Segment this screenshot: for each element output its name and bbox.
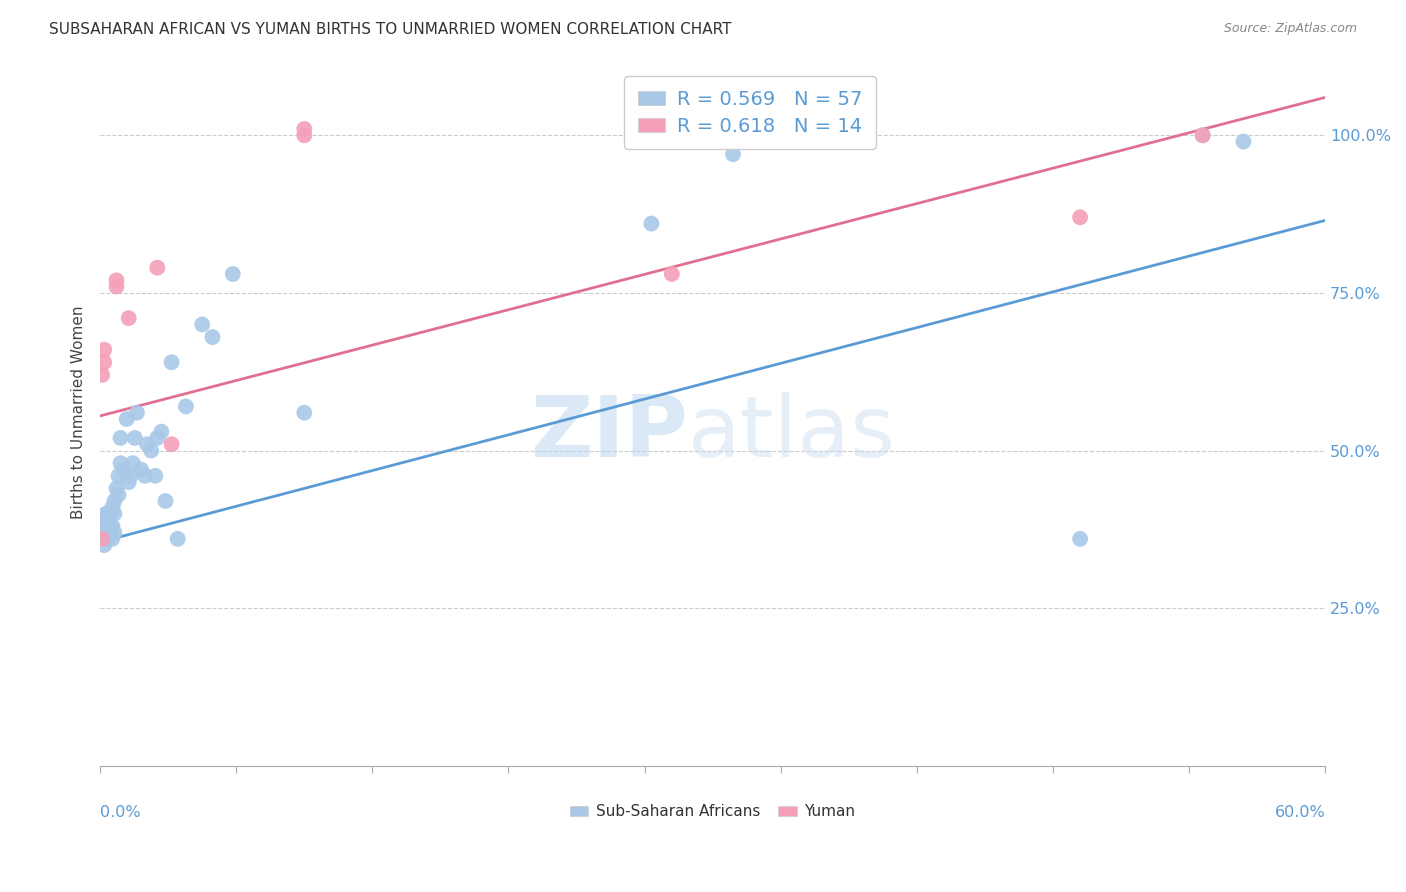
Point bbox=[97, 507, 120, 521]
Point bbox=[97, 513, 120, 527]
Text: SUBSAHARAN AFRICAN VS YUMAN BIRTHS TO UNMARRIED WOMEN CORRELATION CHART: SUBSAHARAN AFRICAN VS YUMAN BIRTHS TO UN… bbox=[49, 22, 731, 37]
Point bbox=[110, 431, 132, 445]
Point bbox=[105, 482, 128, 496]
Point bbox=[143, 468, 166, 483]
Point bbox=[91, 532, 114, 546]
Point bbox=[103, 494, 125, 508]
Y-axis label: Births to Unmarried Women: Births to Unmarried Women bbox=[72, 306, 86, 519]
Point bbox=[661, 267, 683, 281]
Point bbox=[96, 532, 118, 546]
Point bbox=[103, 507, 125, 521]
Point bbox=[292, 122, 315, 136]
Text: 0.0%: 0.0% bbox=[100, 805, 141, 820]
Point bbox=[1191, 128, 1213, 143]
Point bbox=[721, 147, 744, 161]
Text: atlas: atlas bbox=[688, 392, 896, 475]
Point bbox=[120, 468, 142, 483]
Point bbox=[166, 532, 188, 546]
Point bbox=[91, 368, 114, 382]
Point bbox=[93, 355, 115, 369]
Point bbox=[107, 488, 129, 502]
Point bbox=[1069, 532, 1091, 546]
Point bbox=[98, 507, 121, 521]
Text: 60.0%: 60.0% bbox=[1274, 805, 1324, 820]
Point bbox=[93, 519, 115, 533]
Point bbox=[134, 468, 156, 483]
Point bbox=[1232, 135, 1254, 149]
Point bbox=[101, 532, 124, 546]
Point bbox=[160, 437, 183, 451]
Point bbox=[136, 437, 159, 451]
Point bbox=[125, 406, 148, 420]
Point bbox=[292, 406, 315, 420]
Point bbox=[97, 525, 120, 540]
Point bbox=[96, 513, 118, 527]
Point bbox=[93, 532, 115, 546]
Point bbox=[114, 462, 136, 476]
Point bbox=[292, 128, 315, 143]
Point bbox=[174, 400, 197, 414]
Point bbox=[124, 431, 146, 445]
Legend: Sub-Saharan Africans, Yuman: Sub-Saharan Africans, Yuman bbox=[564, 798, 862, 825]
Point bbox=[160, 355, 183, 369]
Point bbox=[93, 343, 115, 357]
Point bbox=[105, 273, 128, 287]
Point bbox=[640, 217, 662, 231]
Point bbox=[141, 443, 163, 458]
Point bbox=[115, 412, 138, 426]
Point bbox=[222, 267, 245, 281]
Point bbox=[96, 519, 118, 533]
Point bbox=[118, 475, 141, 489]
Point bbox=[118, 311, 141, 326]
Text: ZIP: ZIP bbox=[530, 392, 688, 475]
Point bbox=[96, 525, 118, 540]
Text: Source: ZipAtlas.com: Source: ZipAtlas.com bbox=[1223, 22, 1357, 36]
Point bbox=[97, 532, 120, 546]
Point bbox=[97, 519, 120, 533]
Point bbox=[96, 507, 118, 521]
Point bbox=[146, 431, 169, 445]
Point bbox=[1069, 211, 1091, 225]
Point bbox=[91, 532, 114, 546]
Point bbox=[129, 462, 152, 476]
Point bbox=[121, 456, 143, 470]
Point bbox=[101, 519, 124, 533]
Point bbox=[105, 279, 128, 293]
Point bbox=[93, 519, 115, 533]
Point bbox=[91, 525, 114, 540]
Point bbox=[101, 500, 124, 515]
Point bbox=[201, 330, 224, 344]
Point bbox=[146, 260, 169, 275]
Point bbox=[93, 538, 115, 552]
Point bbox=[98, 519, 121, 533]
Point bbox=[155, 494, 177, 508]
Point bbox=[98, 525, 121, 540]
Point bbox=[150, 425, 173, 439]
Point bbox=[1191, 128, 1213, 143]
Point bbox=[107, 468, 129, 483]
Point bbox=[191, 318, 214, 332]
Point bbox=[103, 525, 125, 540]
Point bbox=[110, 456, 132, 470]
